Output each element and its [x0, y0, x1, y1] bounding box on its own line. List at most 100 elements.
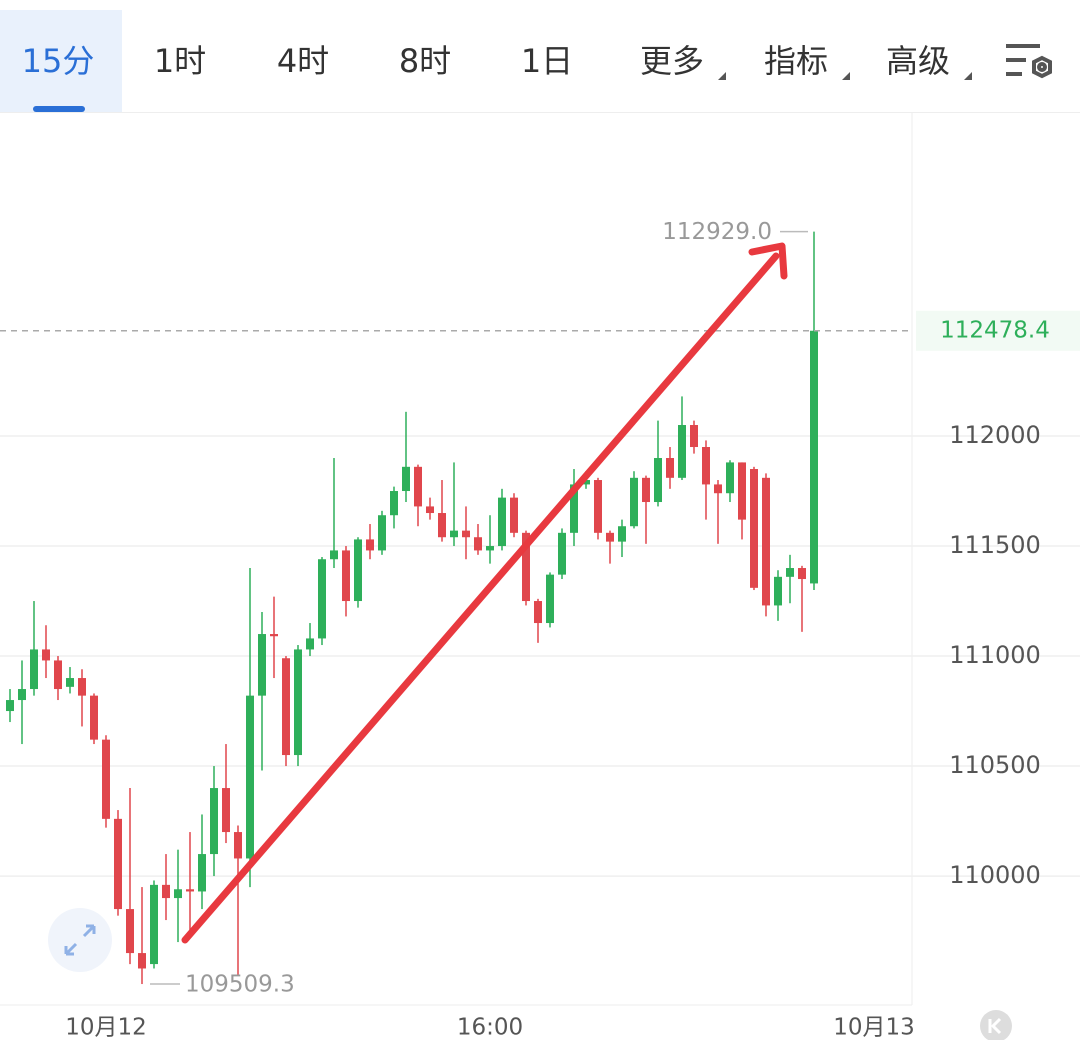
candle-body [798, 568, 806, 580]
candle-body [762, 477, 770, 606]
candle-body [690, 425, 698, 448]
candle-body [750, 469, 758, 588]
candle-body [234, 832, 242, 859]
x-tick-label: 10月13 [833, 1015, 915, 1041]
candle-body [810, 330, 818, 584]
candle-body [510, 497, 518, 533]
y-tick-label: 110500 [949, 751, 1041, 779]
candle-body [426, 506, 434, 514]
candle-body [54, 660, 62, 690]
active-tab-bg [0, 10, 122, 112]
candle-body [666, 458, 674, 478]
x-tick-label: 16:00 [457, 1015, 523, 1041]
candle-body [150, 884, 158, 965]
candle-body [66, 678, 74, 687]
candle-body [414, 466, 422, 507]
y-tick-label: 110000 [949, 861, 1041, 889]
candle-body [558, 532, 566, 575]
candle-body [726, 462, 734, 494]
candle-body [198, 854, 206, 892]
dropdown-caret [964, 72, 972, 80]
candle-body [486, 546, 494, 551]
candle-body [126, 909, 134, 954]
candle-body [462, 530, 470, 538]
candle-body [30, 649, 38, 690]
extreme-label: 112929.0 [662, 219, 772, 245]
candle-body [594, 480, 602, 533]
last-price-bg [916, 310, 1080, 351]
extreme-label: 109509.3 [185, 972, 295, 998]
candle-body [138, 953, 146, 969]
trend-arrow [181, 252, 780, 944]
trend-arrow-head [748, 242, 788, 280]
candle-body [366, 539, 374, 551]
candle-body [186, 889, 194, 892]
candle-body [654, 458, 662, 503]
candle-body [678, 425, 686, 478]
candle-body [702, 447, 710, 485]
candle-body [570, 484, 578, 533]
candle-body [498, 497, 506, 547]
tab[interactable]: 4时 [277, 42, 329, 80]
candle-body [522, 532, 530, 602]
candle-body [354, 539, 362, 602]
candle-body [6, 700, 14, 712]
candle-body [438, 513, 446, 538]
candle-body [78, 678, 86, 696]
candle-body [642, 477, 650, 503]
candle-body [618, 526, 626, 542]
candle-body [246, 695, 254, 859]
candle-body [222, 788, 230, 833]
tab[interactable]: 指标 [764, 42, 828, 80]
tab[interactable]: 1时 [154, 42, 206, 80]
candle-body [714, 484, 722, 494]
candle-body [342, 550, 350, 602]
candle-body [318, 559, 326, 639]
candle-body [210, 788, 218, 855]
candle-body [102, 739, 110, 819]
candle-body [174, 889, 182, 899]
candle-body [534, 601, 542, 624]
candle-body [450, 530, 458, 538]
candle-body [606, 532, 614, 542]
active-tab-underline [33, 106, 85, 112]
x-tick-label: 10月12 [65, 1015, 147, 1041]
dropdown-caret [842, 72, 850, 80]
candle-body [42, 649, 50, 661]
candle-body [786, 568, 794, 577]
tab[interactable]: 更多 [640, 42, 704, 80]
candle-body [258, 634, 266, 696]
tab[interactable]: 高级 [886, 42, 950, 80]
candle-body [282, 658, 290, 756]
candle-body [546, 574, 554, 624]
candle-body [294, 649, 302, 756]
candle-body [90, 695, 98, 740]
dropdown-caret [718, 72, 726, 80]
candle-body [390, 491, 398, 516]
reset-button[interactable] [980, 1010, 1012, 1042]
candle-body [162, 884, 170, 899]
candle-body [114, 818, 122, 910]
settings-icon[interactable] [1006, 44, 1052, 79]
divider [0, 112, 1080, 113]
candle-body [630, 477, 638, 527]
y-tick-label: 112000 [949, 421, 1041, 449]
candle-body [270, 634, 278, 637]
candle-body [738, 462, 746, 520]
candle-body [402, 466, 410, 492]
candle-body [582, 480, 590, 485]
candle-body [474, 537, 482, 551]
tab[interactable]: 15分 [22, 42, 95, 80]
candle-body [774, 576, 782, 606]
y-tick-label: 111000 [949, 641, 1041, 669]
candle-body [330, 550, 338, 560]
last-price-label: 112478.4 [940, 317, 1050, 343]
expand-button[interactable] [48, 908, 112, 972]
candle-body [306, 638, 314, 650]
tab[interactable]: 1日 [521, 42, 573, 80]
candle-body [18, 689, 26, 701]
y-tick-label: 111500 [949, 531, 1041, 559]
tab[interactable]: 8时 [399, 42, 451, 80]
